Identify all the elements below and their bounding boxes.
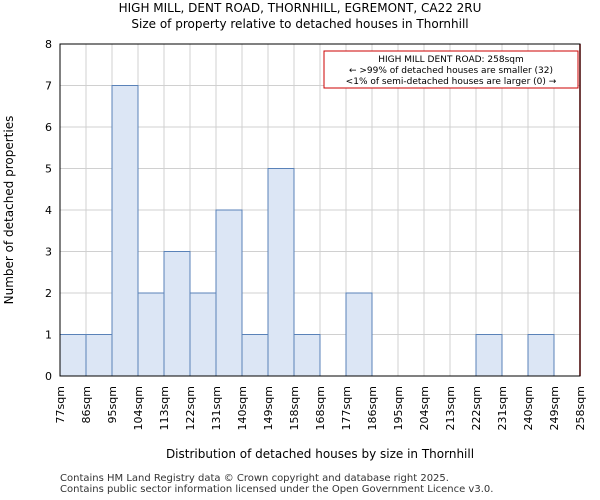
histogram-bar [475,334,503,377]
annotation-line: HIGH MILL DENT ROAD: 258sqm [378,55,524,65]
x-tick-label: 204sqm [418,386,431,430]
footer-line-2: Contains public sector information licen… [60,484,494,495]
x-tick-label: 186sqm [366,386,379,430]
annotation-frame [323,50,579,89]
histogram-bar [85,334,113,377]
y-tick-label: 7 [45,80,52,93]
x-tick-labels: 77sqm 86sqm 95sqm 104sqm 113sqm 122sqm 131sqm 1… [54,386,587,430]
histogram-bar [189,292,217,377]
chart-subtitle: Size of property relative to detached ho… [131,17,469,31]
histogram-bar [345,292,373,377]
histogram-bar [111,85,139,377]
y-tick-label: 2 [45,287,52,300]
y-tick-label: 6 [45,121,52,134]
x-tick-label: 140sqm [236,386,249,430]
x-tick-label: 122sqm [184,386,197,430]
axes [59,43,581,377]
x-tick-label: 240sqm [522,386,535,430]
footer-line-1: Contains HM Land Registry data © Crown c… [60,473,449,484]
x-tick-label: 149sqm [262,386,275,430]
histogram-bar [293,334,321,377]
histogram-bar [163,251,191,377]
x-tick-label: 222sqm [470,386,483,430]
x-tick-label: 213sqm [444,386,457,430]
annotation-box: HIGH MILL DENT ROAD: 258sqm← >99% of det… [323,50,579,89]
histogram-bar [215,209,243,377]
chart-title: HIGH MILL, DENT ROAD, THORNHILL, EGREMON… [118,1,482,15]
y-tick-label: 3 [45,246,52,259]
y-axis-label: Number of detached properties [2,116,16,305]
x-axis-label: Distribution of detached houses by size … [166,447,474,461]
x-tick-label: 77sqm [54,386,67,423]
x-tick-label: 249sqm [548,386,561,430]
x-tick-label: 168sqm [314,386,327,430]
annotation-line: <1% of semi-detached houses are larger (… [346,77,557,87]
x-tick-label: 95sqm [106,386,119,423]
y-tick-labels: 0 1 2 3 4 5 6 7 8 [45,38,52,383]
x-tick-label: 86sqm [80,386,93,423]
x-tick-label: 113sqm [158,386,171,430]
x-tick-label: 195sqm [392,386,405,430]
histogram-bar [241,334,269,377]
histogram-bar [59,334,87,377]
x-tick-label: 131sqm [210,386,223,430]
x-tick-label: 104sqm [132,386,145,430]
x-tick-label: 231sqm [496,386,509,430]
histogram-bar [137,292,165,377]
y-tick-label: 8 [45,38,52,51]
y-tick-label: 0 [45,370,52,383]
plot-frame [59,43,581,377]
histogram-bar [267,168,295,377]
x-tick-label: 177sqm [340,386,353,430]
x-tick-label: 258sqm [574,386,587,430]
y-tick-label: 4 [45,204,52,217]
y-tick-label: 1 [45,329,52,342]
x-tick-label: 158sqm [288,386,301,430]
histogram-bar [527,334,555,377]
y-tick-label: 5 [45,163,52,176]
annotation-line: ← >99% of detached houses are smaller (3… [349,66,553,76]
bars [59,85,555,377]
